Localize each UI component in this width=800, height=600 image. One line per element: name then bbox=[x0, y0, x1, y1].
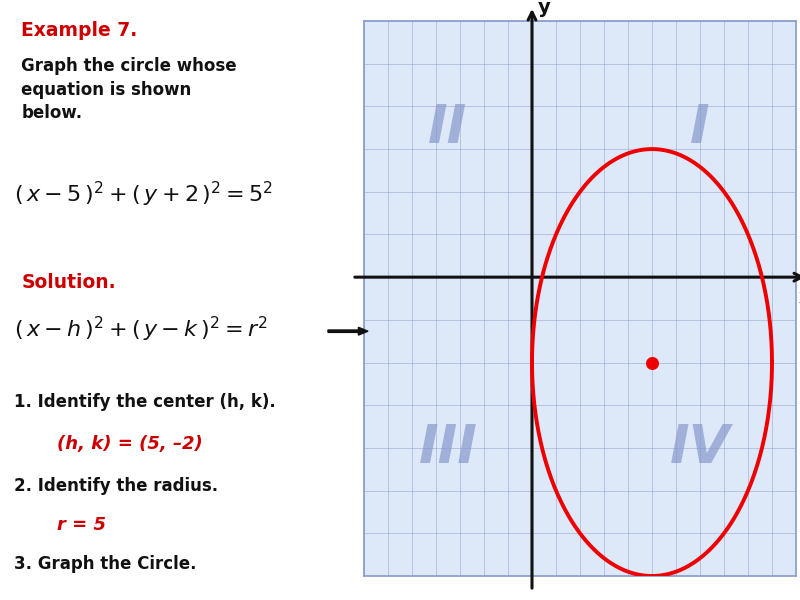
Text: $\left(\, x-h\,\right)^{2}+\left(\, y-k\,\right)^{2}=r^{2}$: $\left(\, x-h\,\right)^{2}+\left(\, y-k\… bbox=[14, 315, 268, 344]
Text: (h, k) = (5, –2): (h, k) = (5, –2) bbox=[57, 435, 202, 453]
Text: y: y bbox=[538, 0, 550, 17]
Text: r = 5: r = 5 bbox=[57, 516, 106, 534]
Text: 2. Identify the radius.: 2. Identify the radius. bbox=[14, 477, 218, 495]
Text: I: I bbox=[690, 102, 710, 154]
Text: Graph the circle whose
equation is shown
below.: Graph the circle whose equation is shown… bbox=[22, 57, 237, 122]
Text: 3. Graph the Circle.: 3. Graph the Circle. bbox=[14, 555, 197, 573]
Point bbox=[646, 358, 658, 367]
Text: Example 7.: Example 7. bbox=[22, 21, 138, 40]
Text: II: II bbox=[428, 102, 468, 154]
Text: $\left(\, x-5\,\right)^{2}+\left(\, y+2\,\right)^{2}=5^{2}$: $\left(\, x-5\,\right)^{2}+\left(\, y+2\… bbox=[14, 180, 274, 209]
Text: x: x bbox=[798, 288, 800, 307]
Text: Solution.: Solution. bbox=[22, 273, 116, 292]
Text: IV: IV bbox=[670, 422, 730, 474]
Text: 1. Identify the center (h, k).: 1. Identify the center (h, k). bbox=[14, 393, 276, 411]
Text: III: III bbox=[418, 422, 478, 474]
